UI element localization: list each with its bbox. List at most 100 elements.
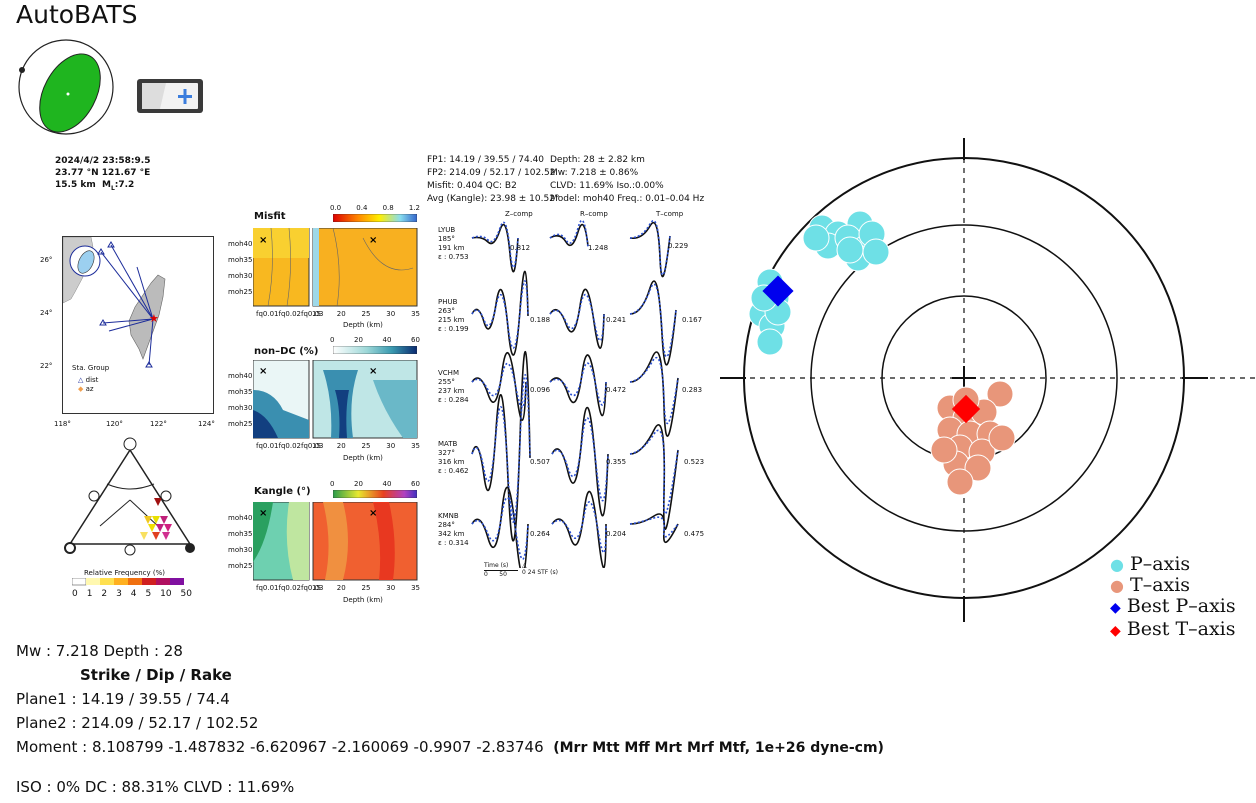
- lon-tick-124: 124°: [198, 420, 215, 428]
- map-legend-title: Sta. Group: [72, 364, 110, 372]
- legend-t-axis: ● T–axis: [1110, 574, 1191, 596]
- station-matb: MATB 327° 316 km ε : 0.462: [438, 440, 469, 475]
- mw-text: Mw: 7.218 ± 0.86%: [550, 168, 639, 178]
- col-t-comp: T–comp: [656, 210, 684, 218]
- kangle-model-labels: moh40 moh35 moh30 moh25: [228, 514, 253, 570]
- vchm-r-val: 0.472: [606, 386, 627, 394]
- matb-r-val: 0.355: [606, 458, 627, 466]
- add-view-button[interactable]: [136, 78, 204, 114]
- phub-r-val: 0.241: [606, 316, 627, 324]
- vchm-t-val: 0.283: [682, 386, 703, 394]
- kangle-depth-ticks: 15 20 25 30 35: [312, 584, 420, 592]
- waveform-traces: [471, 219, 679, 568]
- lon-tick-120: 120°: [106, 420, 123, 428]
- nondc-grid: × ×: [253, 360, 418, 439]
- nondc-freq-labels: fq0.01 fq0.02 fq0.03: [256, 442, 324, 450]
- summary-header: Strike / Dip / Rake: [80, 666, 232, 684]
- summary-mw-depth: Mw : 7.218 Depth : 28: [16, 642, 183, 660]
- lon-tick-118: 118°: [54, 420, 71, 428]
- nondc-depth-label: Depth (km): [343, 454, 383, 462]
- kangle-depth-label: Depth (km): [343, 596, 383, 604]
- misfit-qc-text: Misfit: 0.404 QC: B2: [427, 181, 517, 191]
- rel-freq-colorbar: [72, 578, 184, 586]
- rel-freq-title: Relative Frequency (%): [84, 569, 165, 577]
- kmnb-r-val: 0.204: [606, 530, 627, 538]
- kangle-colorbar: [333, 490, 417, 498]
- misfit-depth-ticks: 15 20 25 30 35: [312, 310, 420, 318]
- phub-z-val: 0.188: [530, 316, 551, 324]
- lat-tick-24: 24°: [40, 309, 53, 317]
- stf-scale: △ 0 24 STF (s): [522, 562, 558, 576]
- misfit-depth-label: Depth (km): [343, 321, 383, 329]
- misfit-title: Misfit: [254, 211, 286, 222]
- fp1-text: FP1: 14.19 / 39.55 / 74.40: [427, 155, 545, 165]
- stereonet-plot: [720, 138, 1256, 622]
- misfit-colorbar: [333, 214, 417, 222]
- svg-text:★: ★: [149, 312, 159, 325]
- map-legend-dist: △ dist: [78, 376, 99, 384]
- svg-text:×: ×: [259, 508, 267, 519]
- ternary-diagram: [64, 437, 195, 556]
- magnitude-prefix: M: [101, 180, 111, 190]
- col-z-comp: Z–comp: [505, 210, 533, 218]
- station-vchm: VCHM 255° 237 km ε : 0.284: [438, 369, 469, 404]
- clvd-iso-text: CLVD: 11.69% Iso.:0.00%: [550, 181, 664, 191]
- misfit-scale: 0.0 0.4 0.8 1.2: [330, 204, 420, 212]
- fp2-text: FP2: 214.09 / 52.17 / 102.52: [427, 168, 556, 178]
- kangle-grid: × ×: [253, 502, 418, 581]
- station-phub: PHUB 263° 215 km ε : 0.199: [438, 298, 469, 333]
- rel-freq-scale: 0 1 2 3 4 5 10 50: [72, 589, 192, 599]
- model-freq-text: Model: moh40 Freq.: 0.01–0.04 Hz: [550, 194, 705, 204]
- lat-tick-26: 26°: [40, 256, 53, 264]
- nondc-depth-ticks: 15 20 25 30 35: [312, 442, 420, 450]
- beachball-icon: [18, 39, 114, 135]
- misfit-freq-labels: fq0.01 fq0.02 fq0.03: [256, 310, 324, 318]
- summary-moment: Moment : 8.108799 -1.487832 -6.620967 -2…: [16, 738, 884, 756]
- lyub-t-val: 0.229: [668, 242, 689, 250]
- misfit-grid: × ×: [253, 228, 418, 307]
- nondc-title: non–DC (%): [254, 346, 319, 357]
- summary-plane2: Plane2 : 214.09 / 52.17 / 102.52: [16, 714, 259, 732]
- svg-text:×: ×: [259, 235, 267, 246]
- svg-text:×: ×: [369, 366, 377, 377]
- svg-text:×: ×: [259, 366, 267, 377]
- vchm-z-val: 0.096: [530, 386, 551, 394]
- station-kmnb: KMNB 284° 342 km ε : 0.314: [438, 512, 469, 547]
- event-depth: 15.5 km: [55, 180, 96, 190]
- summary-plane1: Plane1 : 14.19 / 39.55 / 74.4: [16, 690, 230, 708]
- magnitude-sub: L: [110, 184, 115, 192]
- matb-z-val: 0.507: [530, 458, 551, 466]
- kmnb-z-val: 0.264: [530, 530, 551, 538]
- nondc-scale: 0 20 40 60: [330, 336, 420, 344]
- magnitude-value: :7.2: [114, 180, 135, 190]
- lon-tick-122: 122°: [150, 420, 167, 428]
- add-view-icon: [137, 79, 203, 113]
- legend-p-axis: ● P–axis: [1110, 553, 1191, 575]
- nondc-model-labels: moh40 moh35 moh30 moh25: [228, 372, 253, 428]
- nondc-colorbar: [333, 346, 417, 354]
- event-depth-magnitude: 15.5 km ML:7.2: [55, 179, 134, 195]
- event-datetime: 2024/4/2 23:58:9.5: [55, 156, 151, 166]
- legend-best-p-axis: ◆ Best P–axis: [1110, 595, 1236, 617]
- kmnb-t-val: 0.475: [684, 530, 705, 538]
- lat-tick-22: 22°: [40, 362, 53, 370]
- time-scale: Time (s) 0 50: [484, 562, 518, 578]
- avg-kangle-text: Avg (Kangle): 23.98 ± 10.52°: [427, 194, 560, 204]
- station-map: ★: [62, 236, 214, 414]
- col-r-comp: R–comp: [580, 210, 608, 218]
- stereonet-legend: ● P–axis ● T–axis ◆ Best P–axis ◆ Best T…: [1110, 554, 1236, 642]
- kangle-scale: 0 20 40 60: [330, 480, 420, 488]
- legend-best-t-axis: ◆ Best T–axis: [1110, 618, 1236, 640]
- depth-text: Depth: 28 ± 2.82 km: [550, 155, 645, 165]
- matb-t-val: 0.523: [684, 458, 705, 466]
- misfit-model-labels: moh40 moh35 moh30 moh25: [228, 240, 253, 296]
- lyub-r-val: 1.248: [588, 244, 609, 252]
- svg-text:×: ×: [369, 235, 377, 246]
- map-legend-az: ◆ az: [78, 385, 94, 393]
- lyub-z-val: 0.812: [510, 244, 531, 252]
- svg-text:×: ×: [369, 508, 377, 519]
- kangle-title: Kangle (°): [254, 486, 311, 497]
- station-lyub: LYUB 185° 191 km ε : 0.753: [438, 226, 469, 261]
- summary-ratios: ISO : 0% DC : 88.31% CLVD : 11.69%: [16, 778, 295, 796]
- kangle-freq-labels: fq0.01 fq0.02 fq0.03: [256, 584, 324, 592]
